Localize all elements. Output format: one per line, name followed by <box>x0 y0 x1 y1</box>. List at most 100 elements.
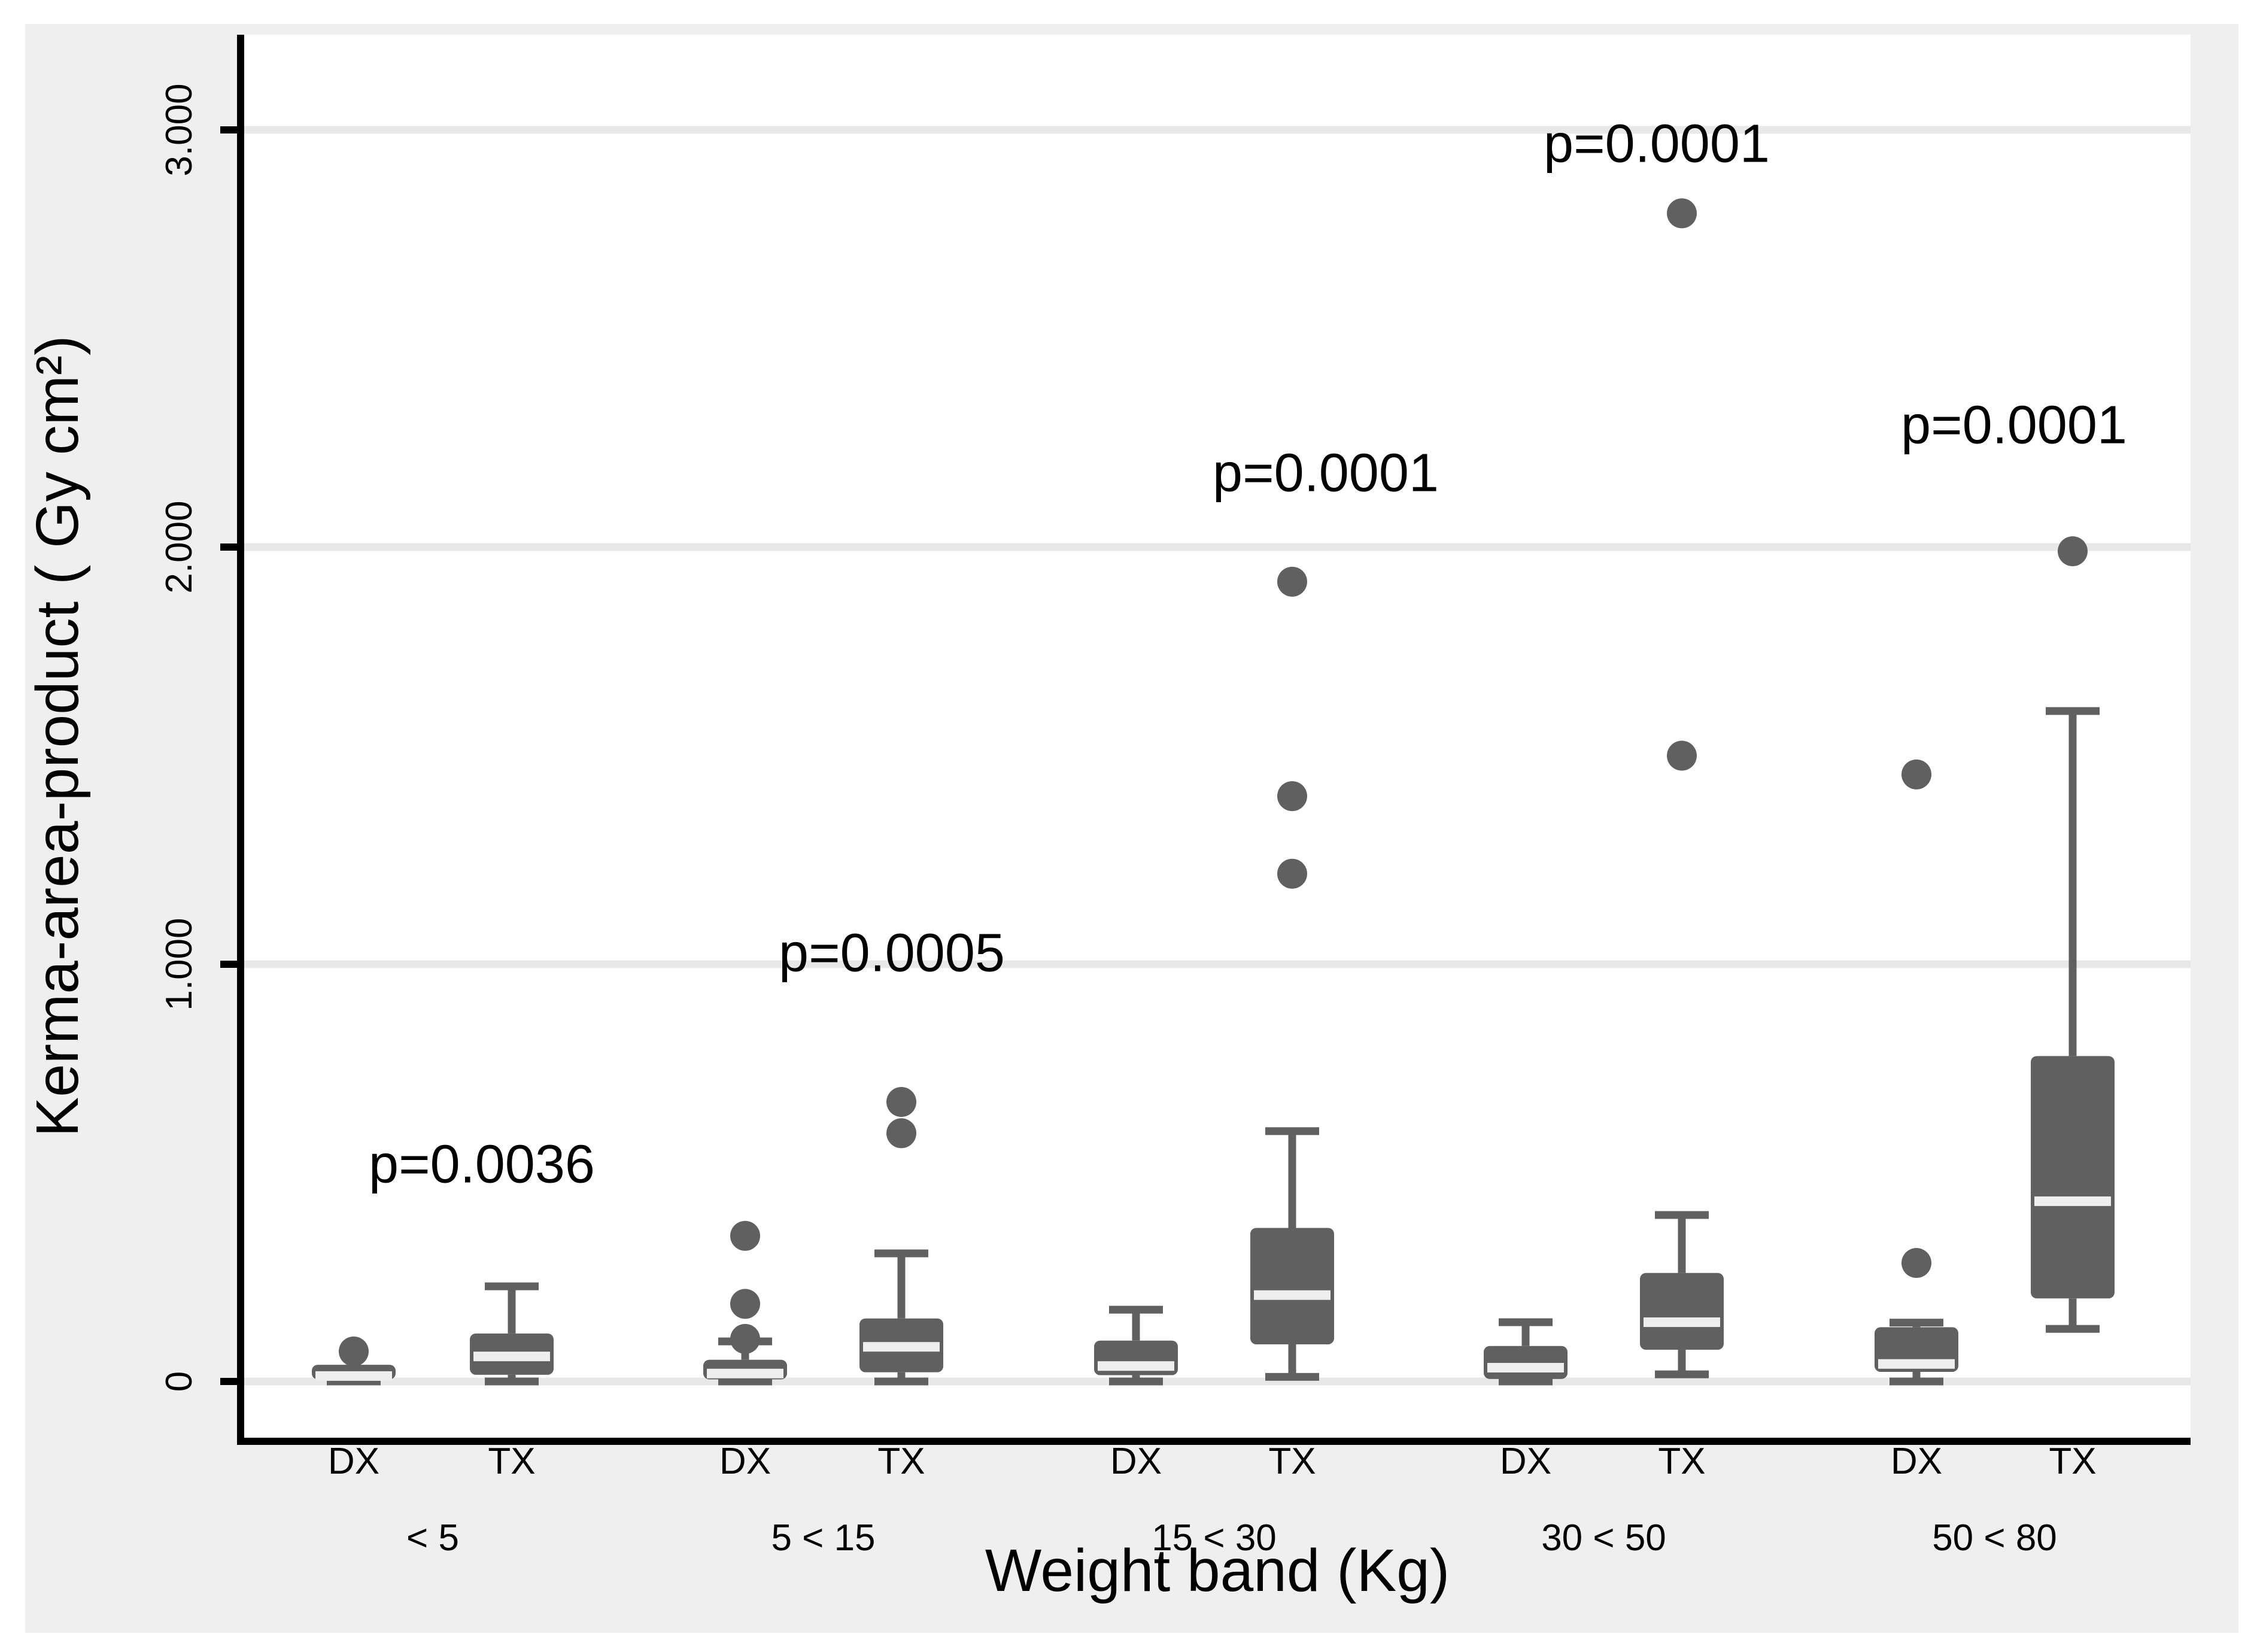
outlier-dot <box>1667 198 1697 229</box>
whisker-lower-cap <box>485 1377 539 1386</box>
whisker-upper-cap <box>485 1282 539 1290</box>
weight-band-group-4 <box>1875 536 2115 1386</box>
whisker-upper-cap <box>1655 1211 1709 1219</box>
median-line <box>1878 1359 1955 1369</box>
weight-band-group-3 <box>1484 198 1724 1386</box>
whisker-lower-cap <box>2046 1325 2100 1333</box>
weight-band-group-2 <box>1094 566 1334 1386</box>
weight-band-group-0 <box>312 1282 554 1386</box>
y-axis-title: Kerma-area-product ( Gy cm²) <box>24 335 91 1137</box>
x-axis-title: Weight band (Kg) <box>985 1537 1450 1604</box>
group-label-3: 30 < 50 <box>1541 1517 1666 1559</box>
median-line <box>707 1368 783 1378</box>
outlier-dot <box>886 1118 916 1149</box>
whisker-upper-stem <box>897 1253 906 1319</box>
outlier-dot <box>1277 566 1307 597</box>
box-50<80-DX <box>1875 759 1958 1386</box>
median-line <box>1254 1290 1331 1300</box>
arm-label-DX-0: DX <box>328 1441 379 1482</box>
arm-label-TX-1: TX <box>877 1441 925 1482</box>
iqr-box <box>1640 1273 1724 1350</box>
whisker-lower-stem <box>1288 1344 1296 1377</box>
box-30<50-TX <box>1640 198 1724 1378</box>
whisker-upper-stem <box>508 1286 516 1334</box>
median-line <box>315 1371 392 1381</box>
outlier-dot <box>730 1323 760 1354</box>
whisker-lower-stem <box>1678 1350 1686 1375</box>
outlier-dot <box>730 1220 760 1251</box>
y-tick-label-2.000: 2.000 <box>159 500 200 593</box>
whisker-upper-cap <box>2046 707 2100 715</box>
box-5<15-DX <box>703 1220 787 1386</box>
box-<5-TX <box>470 1282 554 1386</box>
group-label-1: 5 < 15 <box>771 1517 875 1559</box>
y-tick-label-1.000: 1.000 <box>159 918 200 1010</box>
p-value-label-1: p=0.0005 <box>779 923 1005 983</box>
box-5<15-TX <box>859 1087 943 1386</box>
median-line <box>2034 1196 2111 1206</box>
whisker-lower-stem <box>2068 1298 2077 1329</box>
group-label-0: < 5 <box>406 1517 459 1559</box>
p-value-label-3: p=0.0001 <box>1544 114 1770 174</box>
arm-label-DX-3: DX <box>1500 1441 1551 1482</box>
arm-label-TX-4: TX <box>2049 1441 2096 1482</box>
whisker-upper-cap <box>1109 1305 1163 1314</box>
plot-area <box>244 35 2191 1438</box>
box-50<80-TX <box>2031 536 2115 1333</box>
outlier-dot <box>1277 858 1307 889</box>
median-line <box>863 1342 940 1352</box>
box-15<30-DX <box>1094 1305 1178 1386</box>
whisker-lower-cap <box>1265 1372 1319 1381</box>
arm-label-TX-3: TX <box>1658 1441 1705 1482</box>
arm-label-DX-4: DX <box>1891 1441 1942 1482</box>
whisker-lower-cap <box>1109 1377 1163 1386</box>
whisker-upper-cap <box>1890 1319 1943 1327</box>
p-value-label-2: p=0.0001 <box>1213 443 1439 503</box>
gridline-y-2.000 <box>244 543 2191 551</box>
iqr-box <box>1250 1228 1334 1344</box>
outlier-dot <box>339 1336 369 1366</box>
arm-label-DX-1: DX <box>719 1441 771 1482</box>
whisker-upper-stem <box>1288 1131 1296 1228</box>
whisker-upper-stem <box>1678 1214 1686 1273</box>
gridline-y-3.000 <box>244 126 2191 134</box>
whisker-lower-cap <box>1655 1370 1709 1378</box>
group-label-2: 15 < 30 <box>1152 1517 1277 1559</box>
outlier-dot <box>1901 1248 1931 1279</box>
outlier-dot <box>730 1289 760 1319</box>
outlier-dot <box>1277 781 1307 812</box>
whisker-lower-cap <box>874 1377 928 1386</box>
outlier-dot <box>1667 740 1697 771</box>
arm-label-TX-0: TX <box>488 1441 535 1482</box>
weight-band-group-1 <box>703 1087 943 1386</box>
arm-label-TX-2: TX <box>1268 1441 1316 1482</box>
x-axis-line <box>237 1438 2191 1445</box>
group-label-4: 50 < 80 <box>1932 1517 2057 1559</box>
p-value-label-4: p=0.0001 <box>1901 395 2127 455</box>
outlier-dot <box>1901 759 1931 789</box>
y-tick-label-0: 0 <box>159 1371 200 1392</box>
whisker-upper-cap <box>874 1249 928 1258</box>
median-line <box>473 1352 550 1362</box>
iqr-box <box>1484 1346 1568 1379</box>
gridline-y-1.000 <box>244 960 2191 968</box>
outlier-dot <box>886 1087 916 1117</box>
y-axis-line <box>237 35 244 1445</box>
p-value-label-0: p=0.0036 <box>369 1134 595 1194</box>
arm-label-DX-2: DX <box>1110 1441 1162 1482</box>
median-line <box>1487 1362 1564 1372</box>
whisker-upper-stem <box>1132 1310 1140 1341</box>
box-30<50-DX <box>1484 1318 1568 1386</box>
y-tick-label-3.000: 3.000 <box>159 83 200 176</box>
median-line <box>1644 1317 1720 1328</box>
whisker-lower-cap <box>718 1377 772 1386</box>
whisker-lower-cap <box>1499 1377 1553 1386</box>
median-line <box>1098 1361 1174 1371</box>
whisker-upper-cap <box>1265 1127 1319 1135</box>
whisker-upper-cap <box>1499 1318 1553 1326</box>
whisker-lower-cap <box>1890 1377 1943 1386</box>
whisker-upper-stem <box>1521 1322 1530 1346</box>
box-<5-DX <box>312 1336 396 1386</box>
